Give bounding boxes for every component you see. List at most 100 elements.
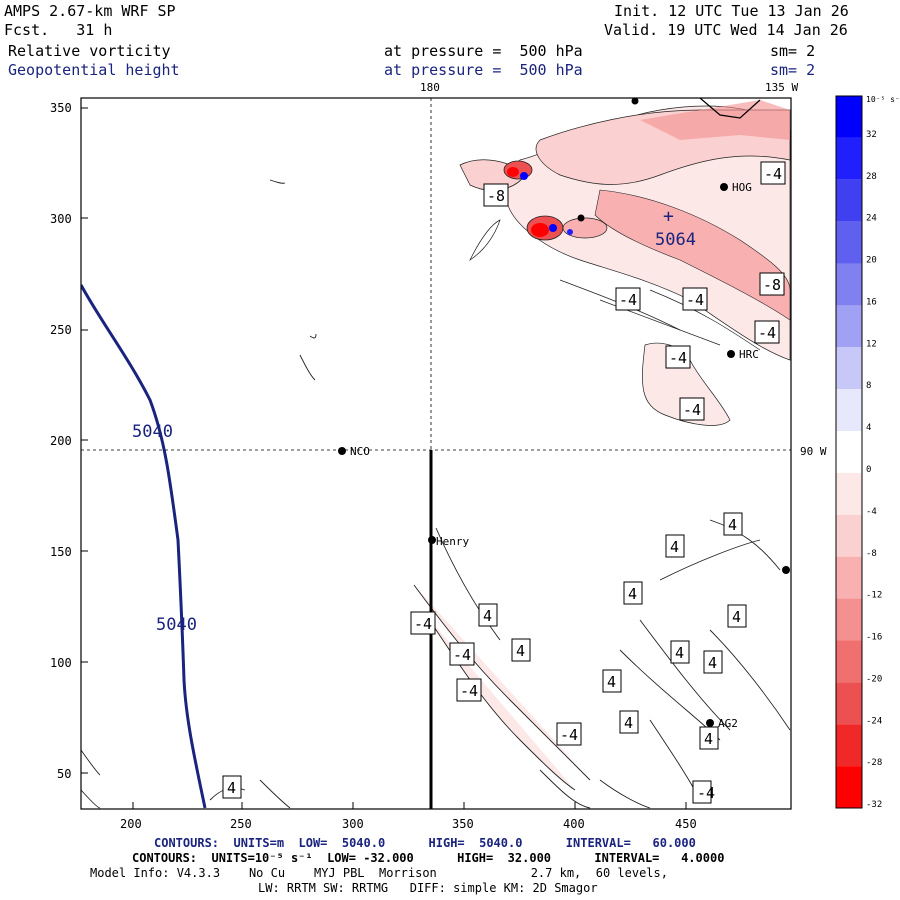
svg-text:4: 4 bbox=[704, 730, 713, 748]
colorbar-tick-label: 12 bbox=[866, 339, 877, 349]
svg-text:-4: -4 bbox=[414, 615, 432, 633]
colorbar-cell bbox=[836, 472, 862, 515]
colorbar-cell bbox=[836, 598, 862, 641]
y-tick-label: 50 bbox=[57, 767, 71, 781]
colorbar-cell bbox=[836, 137, 862, 180]
station-henry: Henry bbox=[436, 535, 469, 548]
svg-text:4: 4 bbox=[708, 654, 717, 672]
colorbar-tick-label: -8 bbox=[866, 549, 877, 559]
colorbar-unit: 10⁻⁵ s⁻¹ bbox=[866, 95, 900, 104]
forecast-hour: Fcst. 31 h bbox=[4, 21, 113, 39]
colorbar-tick-label: -20 bbox=[866, 674, 882, 684]
svg-text:-4: -4 bbox=[764, 165, 782, 183]
vorticity-shading-ne bbox=[459, 100, 791, 361]
svg-text:-4: -4 bbox=[560, 726, 578, 744]
svg-text:4: 4 bbox=[675, 644, 684, 662]
colorbar-tick-label: -24 bbox=[866, 716, 882, 726]
init-time: Init. 12 UTC Tue 13 Jan 26 bbox=[614, 2, 849, 20]
colorbar-cell bbox=[836, 347, 862, 390]
svg-text:-4: -4 bbox=[460, 682, 478, 700]
svg-text:-4: -4 bbox=[686, 291, 704, 309]
parallel-label: 90 W bbox=[800, 445, 827, 458]
field1-level: at pressure = 500 hPa bbox=[384, 42, 583, 60]
footer-model-info: Model Info: V4.3.3 No Cu MYJ PBL Morriso… bbox=[90, 866, 668, 880]
x-tick-label: 400 bbox=[563, 817, 585, 831]
svg-text:-4: -4 bbox=[619, 291, 637, 309]
station-nco: NCO bbox=[350, 445, 370, 458]
svg-text:-4: -4 bbox=[758, 324, 776, 342]
meridian-label: 180 bbox=[420, 81, 440, 94]
colorbar-tick-label: -4 bbox=[866, 507, 877, 517]
meridian-135w-label: 135 W bbox=[765, 81, 798, 94]
colorbar-cell bbox=[836, 640, 862, 683]
valid-time: Valid. 19 UTC Wed 14 Jan 26 bbox=[604, 21, 848, 39]
svg-text:4: 4 bbox=[670, 538, 679, 556]
stations: NCO Henry HRC AG2 HOG bbox=[338, 97, 790, 730]
footer-vorticity-contours: CONTOURS: UNITS=10⁻⁵ s⁻¹ LOW= -32.000 HI… bbox=[132, 851, 725, 865]
axis-ticks bbox=[81, 107, 687, 809]
colorbar-tick-label: -16 bbox=[866, 633, 882, 643]
station-ag2: AG2 bbox=[718, 717, 738, 730]
model-title: AMPS 2.67-km WRF SP bbox=[4, 2, 176, 20]
height-label: 5040 bbox=[156, 615, 197, 635]
x-tick-label: 250 bbox=[230, 817, 252, 831]
svg-text:-8: -8 bbox=[763, 276, 781, 294]
x-tick-label: 200 bbox=[120, 817, 142, 831]
colorbar-cell bbox=[836, 389, 862, 432]
colorbar-cell bbox=[836, 724, 862, 767]
height-contour-5040 bbox=[81, 284, 207, 809]
station-hrc: HRC bbox=[739, 348, 759, 361]
x-tick-label: 350 bbox=[452, 817, 474, 831]
x-axis-labels: 200 250 300 350 400 450 bbox=[120, 817, 697, 831]
colorbar-tick-label: 28 bbox=[866, 172, 877, 182]
svg-text:4: 4 bbox=[607, 673, 616, 691]
svg-text:4: 4 bbox=[483, 607, 492, 625]
colorbar-tick-label: 24 bbox=[866, 214, 877, 224]
svg-text:4: 4 bbox=[732, 608, 741, 626]
svg-text:-4: -4 bbox=[697, 784, 715, 802]
colorbar-tick-label: 20 bbox=[866, 256, 877, 266]
coastline bbox=[699, 97, 761, 119]
colorbar-cell bbox=[836, 556, 862, 599]
svg-text:-8: -8 bbox=[487, 187, 505, 205]
vorticity-labels: -8 -4 -4 -8 -4 -4 -4 -4 -4 -4 -4 -4 4 4 … bbox=[222, 161, 786, 804]
height-label: 5040 bbox=[132, 422, 173, 442]
colorbar-cell bbox=[836, 305, 862, 348]
svg-text:4: 4 bbox=[624, 714, 633, 732]
field2-name: Geopotential height bbox=[8, 61, 180, 79]
y-tick-label: 100 bbox=[50, 656, 72, 670]
colorbar-tick-label: 16 bbox=[866, 297, 877, 307]
x-tick-label: 450 bbox=[675, 817, 697, 831]
colorbar-cell bbox=[836, 766, 862, 808]
colorbar-tick-label: 0 bbox=[866, 465, 871, 475]
svg-text:4: 4 bbox=[628, 585, 637, 603]
field1-name: Relative vorticity bbox=[8, 42, 171, 60]
colorbar-cell bbox=[836, 682, 862, 725]
svg-text:-4: -4 bbox=[669, 349, 687, 367]
colorbar-tick-label: -32 bbox=[866, 800, 882, 810]
svg-text:4: 4 bbox=[227, 779, 236, 797]
y-tick-label: 150 bbox=[50, 545, 72, 559]
colorbar: 32 28 24 20 16 12 8 4 0 -4 -8 -12 -16 -20 -24 -28 -32 10… bbox=[835, 95, 900, 810]
colorbar-cell bbox=[836, 179, 862, 222]
colorbar-tick-label: 32 bbox=[866, 130, 877, 140]
station-hog: HOG bbox=[732, 181, 752, 194]
footer-height-contours: CONTOURS: UNITS=m LOW= 5040.0 HIGH= 5040… bbox=[154, 836, 696, 850]
svg-text:4: 4 bbox=[728, 516, 737, 534]
footer-physics-info: LW: RRTM SW: RRTMG DIFF: simple KM: 2D S… bbox=[258, 881, 598, 895]
colorbar-tick-label: -28 bbox=[866, 758, 882, 768]
y-tick-label: 300 bbox=[50, 212, 72, 226]
colorbar-tick-label: -12 bbox=[866, 591, 882, 601]
plot-frame bbox=[80, 97, 792, 810]
colorbar-cell bbox=[836, 514, 862, 557]
svg-text:-4: -4 bbox=[453, 646, 471, 664]
y-axis-labels: 350 300 250 200 150 100 50 bbox=[50, 101, 72, 781]
height-center-marker: + bbox=[663, 206, 674, 227]
y-tick-label: 250 bbox=[50, 323, 72, 337]
colorbar-cell bbox=[836, 221, 862, 264]
colorbar-tick-label: 8 bbox=[866, 381, 871, 391]
svg-text:4: 4 bbox=[516, 642, 525, 660]
y-tick-label: 200 bbox=[50, 434, 72, 448]
height-label: 5064 bbox=[655, 230, 696, 250]
